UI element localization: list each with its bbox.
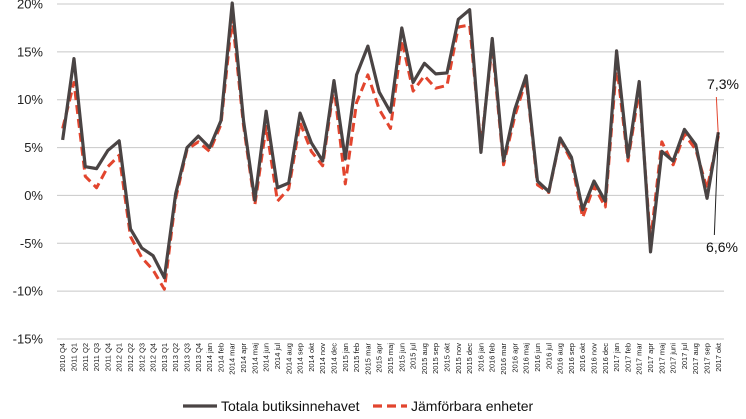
x-tick-label: 2017 mar: [635, 343, 644, 375]
x-tick-label: 2017 sep: [703, 343, 712, 374]
legend: Totala butiksinnehavet Jämförbara enheter: [183, 398, 534, 414]
x-tick-label: 2011 Q4: [103, 343, 112, 371]
x-tick-label: 2017 juni: [669, 343, 678, 374]
x-tick-label: 2016 maj: [522, 343, 531, 374]
x-tick-label: 2014 apr: [239, 342, 248, 372]
x-tick-label: 2013 Q1: [160, 343, 169, 372]
x-tick-label: 2016 jun: [533, 343, 542, 372]
x-tick-label: 2015 jun: [397, 343, 406, 372]
annotation-leader: [713, 132, 719, 236]
x-tick-label: 2014 dec: [329, 343, 338, 374]
series-line-comparable-units: [61, 15, 720, 291]
x-tick-label: 2014 feb: [216, 343, 225, 372]
x-tick-label: 2016 feb: [488, 343, 497, 372]
y-tick-label: 15%: [17, 44, 43, 59]
x-tick-label: 2011 Q2: [81, 343, 90, 371]
x-tick-label: 2013 Q2: [171, 343, 180, 372]
legend-label: Jämförbara enheter: [411, 398, 534, 414]
x-tick-label: 2015 maj: [386, 343, 395, 374]
x-tick-label: 2017 okt: [714, 342, 723, 372]
x-tick-label: 2014 okt: [307, 342, 316, 372]
x-tick-label: 2015 feb: [352, 343, 361, 372]
annotation-leader: [715, 96, 719, 137]
y-tick-label: 20%: [17, 0, 43, 12]
x-tick-label: 2016 okt: [578, 342, 587, 372]
y-tick-label: -10%: [13, 284, 44, 299]
x-tick-label: 2014 jul: [273, 343, 282, 370]
annotation-label: 6,6%: [706, 239, 738, 255]
x-tick-label: 2015 mar: [363, 343, 372, 375]
x-tick-label: 2015 apr: [375, 342, 384, 372]
y-tick-label: -5%: [20, 236, 44, 251]
x-tick-label: 2016 nov: [589, 343, 598, 374]
x-tick-label: 2014 aug: [284, 343, 293, 374]
x-tick-label: 2017 jul: [680, 343, 689, 370]
x-tick-label: 2013 Q3: [183, 343, 192, 372]
x-tick-label: 2017 apr: [646, 342, 655, 372]
x-tick-label: 2014 jan: [205, 343, 214, 372]
x-tick-label: 2017 aug: [691, 343, 700, 374]
annotation-label: 7,3%: [707, 76, 739, 92]
x-tick-label: 2015 aug: [420, 343, 429, 374]
y-tick-label: 5%: [24, 140, 43, 155]
x-tick-label: 2014 maj: [250, 343, 259, 374]
x-tick-label: 2015 jan: [341, 343, 350, 372]
x-tick-label: 2016 jul: [544, 343, 553, 370]
x-tick-label: 2016 mar: [499, 343, 508, 375]
x-tick-label: 2014 nov: [318, 343, 327, 374]
x-tick-label: 2011 Q1: [69, 343, 78, 371]
y-tick-label: -15%: [13, 332, 44, 347]
x-tick-label: 2016 sep: [567, 343, 576, 374]
legend-label: Totala butiksinnehavet: [221, 398, 360, 414]
x-tick-label: 2010 Q4: [58, 343, 67, 372]
annotations: 7,3% 6,6%: [706, 76, 739, 255]
x-tick-label: 2015 jul: [409, 343, 418, 370]
x-tick-label: 2016 jan: [476, 343, 485, 372]
x-tick-label: 2012 Q4: [149, 343, 158, 372]
x-tick-label: 2015 nov: [454, 343, 463, 374]
y-axis-ticks: -15% -10% -5% 0% 5% 10% 15% 20%: [13, 0, 44, 347]
x-tick-label: 2014 mar: [228, 343, 237, 375]
y-tick-label: 0%: [24, 188, 43, 203]
x-axis-ticks: 2010 Q4 2011 Q1 2011 Q2 2011 Q3 2011 Q4 2012 …: [58, 342, 723, 375]
y-tick-label: 10%: [17, 92, 43, 107]
x-tick-label: 2015 okt: [443, 342, 452, 372]
x-tick-label: 2015 sep: [431, 343, 440, 374]
x-tick-label: 2011 Q3: [92, 343, 101, 371]
x-tick-label: 2017 feb: [623, 343, 632, 372]
x-tick-label: 2017 jan: [612, 343, 621, 372]
series-line-total-stores: [61, 1, 720, 280]
x-tick-label: 2015 dec: [465, 343, 474, 374]
x-tick-label: 2013 Q4: [194, 343, 203, 372]
x-tick-label: 2017 maj: [657, 343, 666, 374]
gridlines: [57, 3, 724, 340]
x-tick-label: 2016 aug: [556, 343, 565, 374]
x-tick-label: 2014 sep: [296, 343, 305, 374]
x-tick-label: 2016 apr: [510, 342, 519, 372]
x-tick-label: 2012 Q3: [137, 343, 146, 372]
x-tick-label: 2014 jun: [262, 343, 271, 372]
series-lines: [61, 1, 720, 291]
x-tick-label: 2012 Q2: [126, 343, 135, 372]
x-tick-label: 2016 dec: [601, 343, 610, 374]
x-tick-label: 2012 Q1: [115, 343, 124, 372]
